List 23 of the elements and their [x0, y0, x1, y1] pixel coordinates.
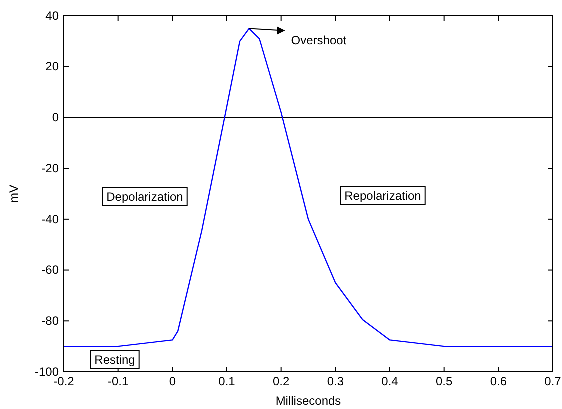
y-tick-label: -100 — [34, 364, 60, 379]
y-tick-label: 20 — [46, 60, 60, 74]
x-tick-label: 0 — [169, 374, 176, 389]
annotation: Repolarization — [344, 189, 422, 203]
annotation: Resting — [94, 353, 136, 367]
x-tick-label: 0.4 — [382, 374, 399, 389]
x-tick-label: -0.1 — [108, 374, 129, 389]
x-axis-title: Milliseconds — [276, 394, 342, 408]
y-tick-label: -60 — [42, 263, 60, 278]
y-tick-label: -40 — [42, 212, 60, 226]
y-tick-label: 40 — [46, 8, 60, 23]
annotation: Overshoot — [291, 34, 348, 48]
x-tick-label: 0.6 — [490, 374, 508, 389]
y-tick-label: 0 — [52, 110, 60, 125]
x-tick-label: 0.1 — [218, 374, 236, 389]
x-tick-label: 0.2 — [272, 374, 290, 389]
x-tick-label: 0.5 — [436, 374, 453, 389]
annotation: Depolarization — [106, 190, 184, 204]
x-tick-label: 0.7 — [544, 374, 562, 389]
y-tick-label: -80 — [42, 314, 60, 328]
x-tick-label: 0.3 — [327, 374, 344, 389]
y-tick-label: -20 — [42, 161, 60, 176]
y-axis-title: mV — [7, 185, 21, 203]
